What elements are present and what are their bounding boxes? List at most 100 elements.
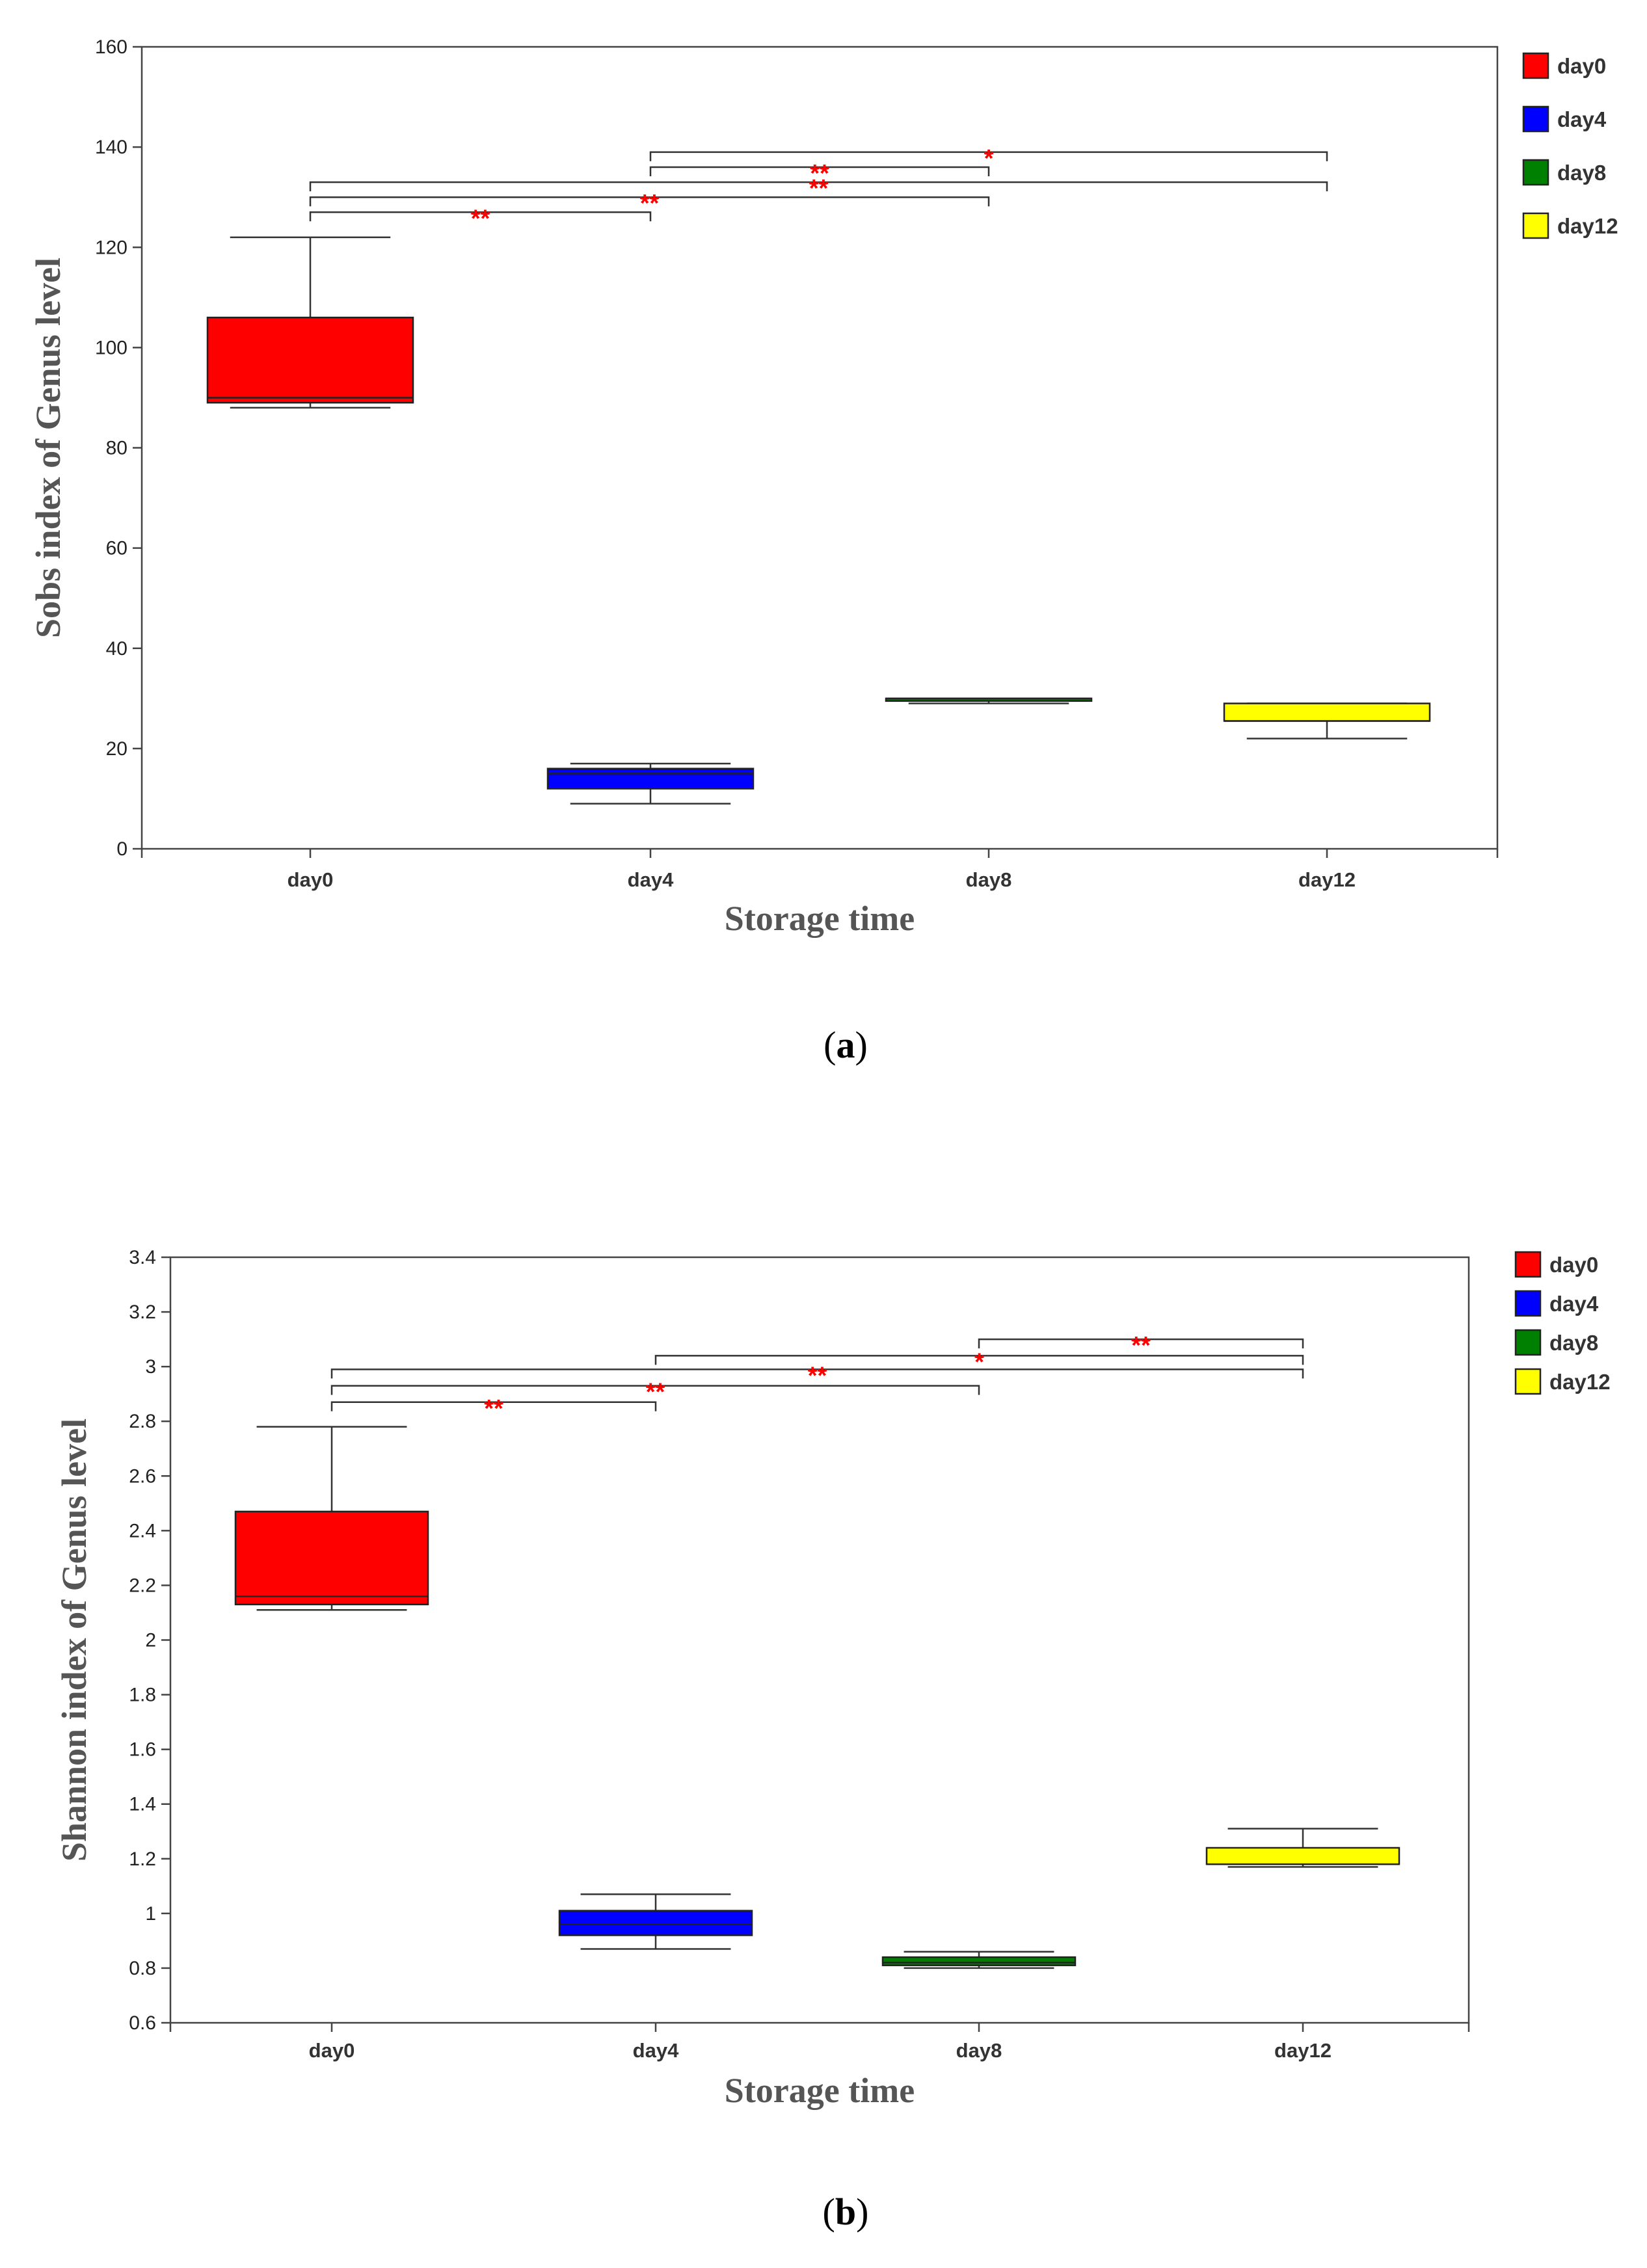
box-day0 bbox=[234, 1426, 429, 1611]
y-tick-label: 3.2 bbox=[129, 1301, 156, 1323]
y-tick-label: 1.8 bbox=[129, 1685, 156, 1706]
y-tick-label: 3.4 bbox=[129, 1247, 156, 1268]
significance-day0-day8: ** bbox=[330, 1379, 980, 1406]
significance-label: ** bbox=[1131, 1332, 1151, 1359]
box-iqr bbox=[546, 767, 755, 790]
y-tick-label: 20 bbox=[106, 738, 127, 760]
significance-label: * bbox=[984, 145, 994, 172]
legend-swatch bbox=[1514, 1251, 1542, 1278]
y-tick-label: 0 bbox=[116, 838, 127, 860]
significance-day0-day8: ** bbox=[309, 190, 990, 217]
significance-bracket bbox=[309, 181, 1328, 192]
x-tick-label-day4: day4 bbox=[633, 2039, 679, 2062]
legend-item-day4: day4 bbox=[1514, 1290, 1599, 1317]
significance-bracket bbox=[330, 1401, 657, 1411]
x-axis-title: Storage time bbox=[725, 899, 915, 938]
significance-label: * bbox=[974, 1348, 984, 1376]
box-iqr bbox=[1205, 1847, 1400, 1865]
significance-label: ** bbox=[646, 1379, 665, 1406]
legend-label: day12 bbox=[1557, 214, 1618, 238]
x-tick-label-day0: day0 bbox=[309, 2039, 355, 2062]
significance-label: ** bbox=[484, 1395, 503, 1422]
significance-day0-day4: ** bbox=[309, 205, 652, 232]
significance-label: ** bbox=[808, 1362, 827, 1389]
legend-swatch bbox=[1522, 105, 1549, 133]
box-iqr bbox=[881, 1956, 1077, 1966]
legend-swatch bbox=[1514, 1368, 1542, 1395]
legend-label: day8 bbox=[1557, 161, 1606, 185]
panel-label: (a) bbox=[824, 1024, 868, 1066]
box-iqr bbox=[1223, 702, 1431, 722]
significance-bracket bbox=[649, 151, 1328, 161]
significance-day0-day12: ** bbox=[309, 175, 1328, 202]
legend-label: day12 bbox=[1549, 1370, 1611, 1394]
significance-bracket bbox=[330, 1368, 1304, 1379]
legend-item-day0: day0 bbox=[1514, 1251, 1598, 1278]
box-iqr bbox=[558, 1910, 753, 1936]
box-day4 bbox=[558, 1893, 753, 1950]
x-tick-label-day4: day4 bbox=[628, 868, 674, 891]
y-tick-label: 3 bbox=[145, 1356, 156, 1378]
y-tick-label: 2.6 bbox=[129, 1465, 156, 1487]
significance-label: ** bbox=[640, 190, 660, 217]
y-tick-label: 120 bbox=[95, 237, 127, 258]
y-tick-label: 1.2 bbox=[129, 1848, 156, 1870]
significance-bracket bbox=[978, 1338, 1304, 1349]
legend-item-day8: day8 bbox=[1514, 1329, 1598, 1356]
significance-bracket bbox=[649, 166, 990, 176]
y-tick-label: 2.2 bbox=[129, 1575, 156, 1596]
significance-day0-day4: ** bbox=[330, 1395, 657, 1422]
y-tick-label: 1.6 bbox=[129, 1739, 156, 1761]
significance-bracket bbox=[309, 211, 652, 222]
significance-day8-day12: ** bbox=[978, 1332, 1304, 1359]
significance-bracket bbox=[309, 196, 990, 207]
panel-b: 0.6 0.8 1 1.2 1.4 1.6 1.8 2 2.2 2.4 2.6 2.8 3 3.2 3.4 d… bbox=[55, 1247, 1611, 2233]
legend-swatch bbox=[1522, 212, 1549, 239]
box-day8 bbox=[881, 1951, 1077, 1969]
legend-label: day8 bbox=[1549, 1331, 1598, 1355]
legend-swatch bbox=[1514, 1329, 1542, 1356]
y-axis-title: Sobs index of Genus level bbox=[29, 258, 68, 638]
y-tick-label: 0.6 bbox=[129, 2012, 156, 2034]
y-tick-label: 2.4 bbox=[129, 1520, 156, 1541]
legend-swatch bbox=[1522, 52, 1549, 79]
y-tick-label: 2 bbox=[145, 1630, 156, 1651]
significance-label: ** bbox=[809, 175, 829, 202]
x-tick-label-day8: day8 bbox=[966, 868, 1012, 891]
y-tick-label: 80 bbox=[106, 438, 127, 459]
y-tick-label: 160 bbox=[95, 36, 127, 58]
panel-label: (b) bbox=[823, 2191, 869, 2233]
x-tick-label-day8: day8 bbox=[956, 2039, 1002, 2062]
legend-item-day8: day8 bbox=[1522, 159, 1606, 186]
y-tick-label: 1 bbox=[145, 1903, 156, 1925]
box-iqr bbox=[234, 1510, 429, 1606]
significance-day4-day12: * bbox=[654, 1348, 1304, 1376]
legend-label: day0 bbox=[1549, 1253, 1598, 1277]
y-tick-label: 2.8 bbox=[129, 1411, 156, 1432]
y-axis-title: Shannon index of Genus level bbox=[55, 1419, 94, 1861]
significance-day0-day12: ** bbox=[330, 1362, 1304, 1389]
legend-label: day0 bbox=[1557, 54, 1606, 78]
box-day8 bbox=[885, 697, 1093, 704]
box-day0 bbox=[206, 236, 414, 409]
legend-label: day4 bbox=[1549, 1292, 1599, 1316]
y-tick-label: 0.8 bbox=[129, 1958, 156, 1979]
legend-item-day12: day12 bbox=[1514, 1368, 1611, 1395]
x-tick-label-day12: day12 bbox=[1274, 2039, 1332, 2062]
x-tick-label-day0: day0 bbox=[288, 868, 334, 891]
legend-item-day12: day12 bbox=[1522, 212, 1618, 239]
box-day4 bbox=[546, 762, 755, 805]
legend-swatch bbox=[1514, 1290, 1542, 1317]
significance-bracket bbox=[654, 1355, 1304, 1365]
legend-item-day4: day4 bbox=[1522, 105, 1607, 133]
y-tick-label: 1.4 bbox=[129, 1794, 156, 1815]
significance-day4-day12: * bbox=[649, 145, 1328, 172]
legend-item-day0: day0 bbox=[1522, 52, 1606, 79]
panel-a: 0 20 40 60 80 100 120 140 160 day0 day4 day8 day12 St… bbox=[29, 36, 1618, 1066]
significance-label: ** bbox=[810, 160, 829, 187]
legend-swatch bbox=[1522, 159, 1549, 186]
y-tick-label: 100 bbox=[95, 337, 127, 358]
legend-label: day4 bbox=[1557, 107, 1607, 131]
y-tick-label: 40 bbox=[106, 638, 127, 660]
box-day12 bbox=[1205, 1828, 1400, 1868]
